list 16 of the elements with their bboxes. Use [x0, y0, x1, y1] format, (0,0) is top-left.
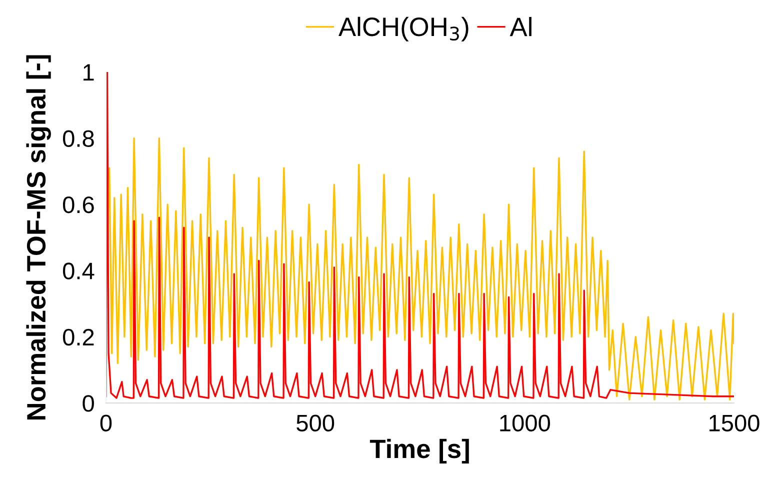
y-axis-title: Normalized TOF-MS signal [-]: [26, 55, 51, 420]
y-tick-label: 0.2: [62, 328, 94, 346]
x-tick-label: 0: [100, 414, 112, 432]
y-tick-label: 0: [82, 395, 94, 412]
x-tick-label: 1500: [710, 414, 760, 432]
legend-label: AlCH(OH$_{3}$): [338, 16, 468, 42]
legend-label: Al: [510, 16, 532, 36]
x-tick-label: 500: [296, 414, 334, 432]
line-series: [106, 72, 734, 399]
x-axis-title: Time [s]: [370, 438, 469, 464]
y-tick-label: 1: [84, 64, 94, 81]
x-tick-label: 1000: [500, 414, 550, 432]
y-tick-label: 0.8: [62, 130, 94, 147]
y-tick-label: 0.6: [62, 196, 94, 214]
line-series: [106, 137, 734, 401]
y-tick-label: 0.4: [62, 262, 94, 280]
